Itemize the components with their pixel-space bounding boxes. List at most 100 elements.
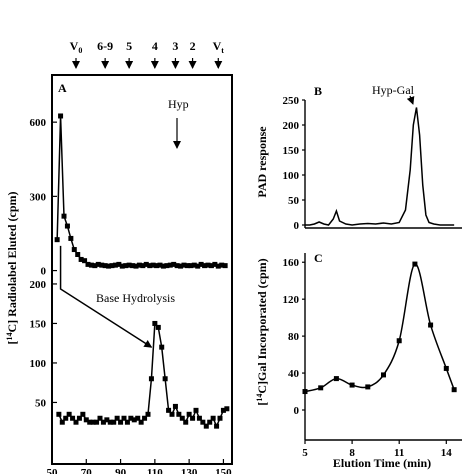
panel-a-bottom-point xyxy=(159,344,165,350)
panel-a-bottom-point xyxy=(186,411,192,417)
panel-a-bottom-point xyxy=(138,419,144,425)
panel-a-top-point xyxy=(71,247,77,253)
panel-c-ytick-label: 0 xyxy=(294,405,300,417)
panel-c-ytick-label: 40 xyxy=(288,368,300,380)
hyp-gal-annotation: Hyp-Gal xyxy=(372,83,415,97)
panel-a-bottom-point xyxy=(155,324,161,330)
panel-a-xtick-label: 90 xyxy=(115,467,127,474)
panel-c-xtick-label: 8 xyxy=(349,447,355,459)
fraction-label: 3 xyxy=(172,39,178,53)
panel-b-ytick-label: 100 xyxy=(283,170,300,182)
panel-a-bottom-point xyxy=(83,417,89,423)
panel-a-top-line xyxy=(56,115,226,267)
panel-c-xlabel: Elution Time (min) xyxy=(333,456,431,470)
panel-a-bottom-point xyxy=(169,411,175,417)
panel-a-top-point xyxy=(61,213,67,219)
panel-a-bottom-point xyxy=(162,376,168,382)
panel-c-point xyxy=(318,385,324,391)
panel-a-bottom-point xyxy=(70,415,76,421)
panel-a-bottom-point xyxy=(59,419,65,425)
panel-a-bottom-ytick-label: 50 xyxy=(35,397,47,409)
fraction-label: 5 xyxy=(126,39,132,53)
panel-a-bottom-point xyxy=(210,415,216,421)
panel-a-bottom-point xyxy=(193,407,199,413)
panel-b-ytick-label: 250 xyxy=(283,95,300,107)
panel-a-bottom-point xyxy=(145,411,151,417)
base-hydrolysis-arrow xyxy=(59,245,153,348)
panel-a-top-point xyxy=(174,263,180,269)
panel-a-bottom-point xyxy=(73,419,79,425)
fraction-label: 6-9 xyxy=(97,39,113,53)
panel-a-top-point xyxy=(58,113,64,119)
panel-a-bottom-ytick-label: 100 xyxy=(30,358,47,370)
panel-a-top-point xyxy=(116,261,122,267)
panel-a-top-point xyxy=(140,263,146,269)
panel-a-top-point xyxy=(54,237,60,243)
panel-a-top-point xyxy=(188,263,194,269)
panel-a-top-point xyxy=(88,262,94,268)
panel-a-top-point xyxy=(222,263,228,269)
panel-a-bottom-point xyxy=(121,415,127,421)
panel-a-top-series xyxy=(54,113,228,269)
panel-a-top-point xyxy=(198,261,204,267)
panel-a-top-point xyxy=(219,262,225,268)
panel-a-top-point xyxy=(160,263,166,269)
panel-a-top-point xyxy=(167,262,173,268)
panel-a-bottom-point xyxy=(176,411,182,417)
panel-a-top-point xyxy=(136,262,142,268)
panel-a-bottom-ytick-label: 150 xyxy=(30,318,47,330)
panel-a-top-point xyxy=(202,263,208,269)
panel-a-top-point xyxy=(92,263,98,269)
panel-a-bottom-point xyxy=(114,415,120,421)
panel-a-bottom-point xyxy=(207,419,213,425)
panel-c-point xyxy=(451,387,457,393)
panel-c-point xyxy=(349,382,355,388)
panel-a-bottom-point xyxy=(94,419,100,425)
panel-a-top-point xyxy=(178,263,184,269)
panel-a-top-ytick-label: 300 xyxy=(30,191,47,203)
panel-c-curve xyxy=(304,263,455,393)
fraction-markers: V0 6-9 5 4 3 2 Vt xyxy=(70,39,225,69)
panel-a-bottom-point xyxy=(217,415,223,421)
panel-b-plot: 0 50 100 150 200 250 xyxy=(283,95,462,232)
panel-a-bottom-point xyxy=(56,411,62,417)
panel-b-ytick-label: 0 xyxy=(294,220,300,232)
panel-c-ytick-label: 160 xyxy=(283,257,300,269)
hyp-gal-arrow xyxy=(406,95,415,105)
panel-a-bottom-point xyxy=(166,407,172,413)
panel-a-bottom-line xyxy=(58,321,228,429)
panel-a-bottom-point xyxy=(179,415,185,421)
panel-a-top-point xyxy=(85,261,91,267)
panel-a-top-point xyxy=(133,263,139,269)
panel-a-ylabel: [14C] Radiolabel Eluted (cpm) xyxy=(5,191,19,344)
panel-a-bottom-point xyxy=(63,415,69,421)
panel-a-top-point xyxy=(164,263,170,269)
panel-a-top-point xyxy=(195,263,201,269)
panel-a-top-point xyxy=(215,263,221,269)
fraction-label: 4 xyxy=(152,39,158,53)
panel-a-bottom-point xyxy=(224,406,230,412)
panel-c-point xyxy=(412,261,418,267)
panel-c-plot: 0 40 80 120 160 5 8 11 14 xyxy=(283,253,462,459)
panel-b: B Hyp-Gal PAD response 0 50 100 150 200 250 xyxy=(255,83,462,232)
panel-c-xtick-label: 11 xyxy=(394,447,404,459)
panel-a-bottom-point xyxy=(111,419,117,425)
panel-a-bottom-point xyxy=(124,419,130,425)
panel-a-bottom-point xyxy=(118,419,124,425)
panel-a-top-point xyxy=(78,256,84,262)
panel-a-top-point xyxy=(109,263,115,269)
panel-a-bottom-point xyxy=(66,411,72,417)
panel-a-bottom-point xyxy=(135,415,141,421)
panel-a-bottom-point xyxy=(128,415,134,421)
panel-a-xtick-label: 130 xyxy=(181,467,198,474)
panel-a-bottom-point xyxy=(142,415,148,421)
panel-a-top-point xyxy=(150,262,156,268)
panel-a-top-point xyxy=(212,261,218,267)
panel-a-bottom-point xyxy=(97,415,103,421)
panel-a-top-point xyxy=(143,261,149,267)
panel-a-bottom-ytick-label: 200 xyxy=(30,279,47,291)
panel-c-ylabel: [14C]Gal Incorporated (cpm) xyxy=(255,258,269,405)
fraction-label: Vt xyxy=(213,39,225,55)
panel-a-top-point xyxy=(191,262,197,268)
